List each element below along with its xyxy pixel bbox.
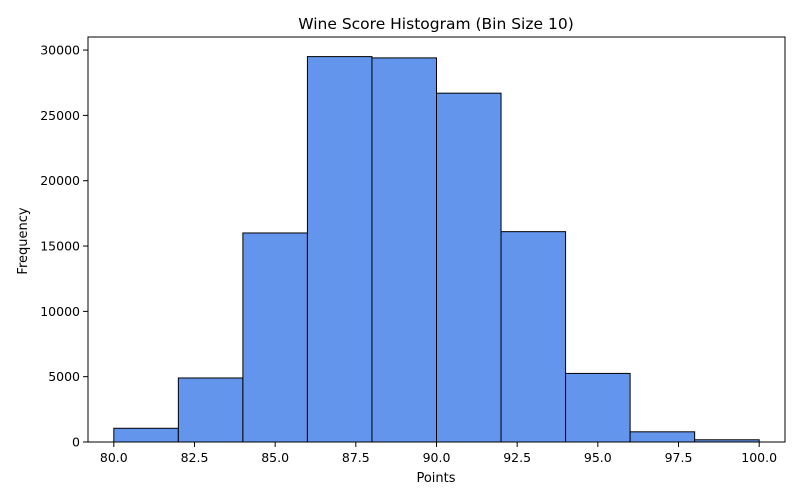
x-tick-label: 82.5 <box>181 450 209 465</box>
y-tick-label: 0 <box>72 435 80 450</box>
x-tick-label: 90.0 <box>423 450 451 465</box>
histogram-bar <box>113 427 179 443</box>
x-tick-label: 80.0 <box>100 450 128 465</box>
x-tick-label: 85.0 <box>261 450 289 465</box>
histogram-bar <box>629 431 696 443</box>
histogram-bar <box>177 377 244 443</box>
histogram-bar <box>371 57 437 443</box>
y-tick-label: 30000 <box>40 43 80 58</box>
x-tick-label: 100.0 <box>741 450 777 465</box>
y-tick-label: 5000 <box>48 369 80 384</box>
x-axis-label: Points <box>416 471 455 486</box>
y-tick-label: 20000 <box>40 173 80 188</box>
histogram-bar <box>436 92 502 443</box>
y-tick-label: 10000 <box>40 304 80 319</box>
histogram-bar <box>242 232 308 443</box>
chart-title: Wine Score Histogram (Bin Size 10) <box>298 15 574 33</box>
x-tick-label: 97.5 <box>665 450 693 465</box>
y-axis: 0 5000 10000 15000 20000 25000 30000 <box>40 43 88 450</box>
x-tick-label: 95.0 <box>584 450 612 465</box>
bars-group <box>113 56 760 443</box>
x-tick-label: 87.5 <box>342 450 370 465</box>
x-axis: 80.0 82.5 85.0 87.5 90.0 92.5 95.0 97.5 100.0 <box>100 442 777 465</box>
x-tick-label: 92.5 <box>503 450 531 465</box>
y-tick-label: 15000 <box>40 239 80 254</box>
y-tick-label: 25000 <box>40 108 80 123</box>
histogram-bar <box>500 231 567 443</box>
histogram-bar <box>306 56 373 443</box>
histogram-bar <box>565 372 631 443</box>
y-axis-label: Frequency <box>16 207 31 274</box>
